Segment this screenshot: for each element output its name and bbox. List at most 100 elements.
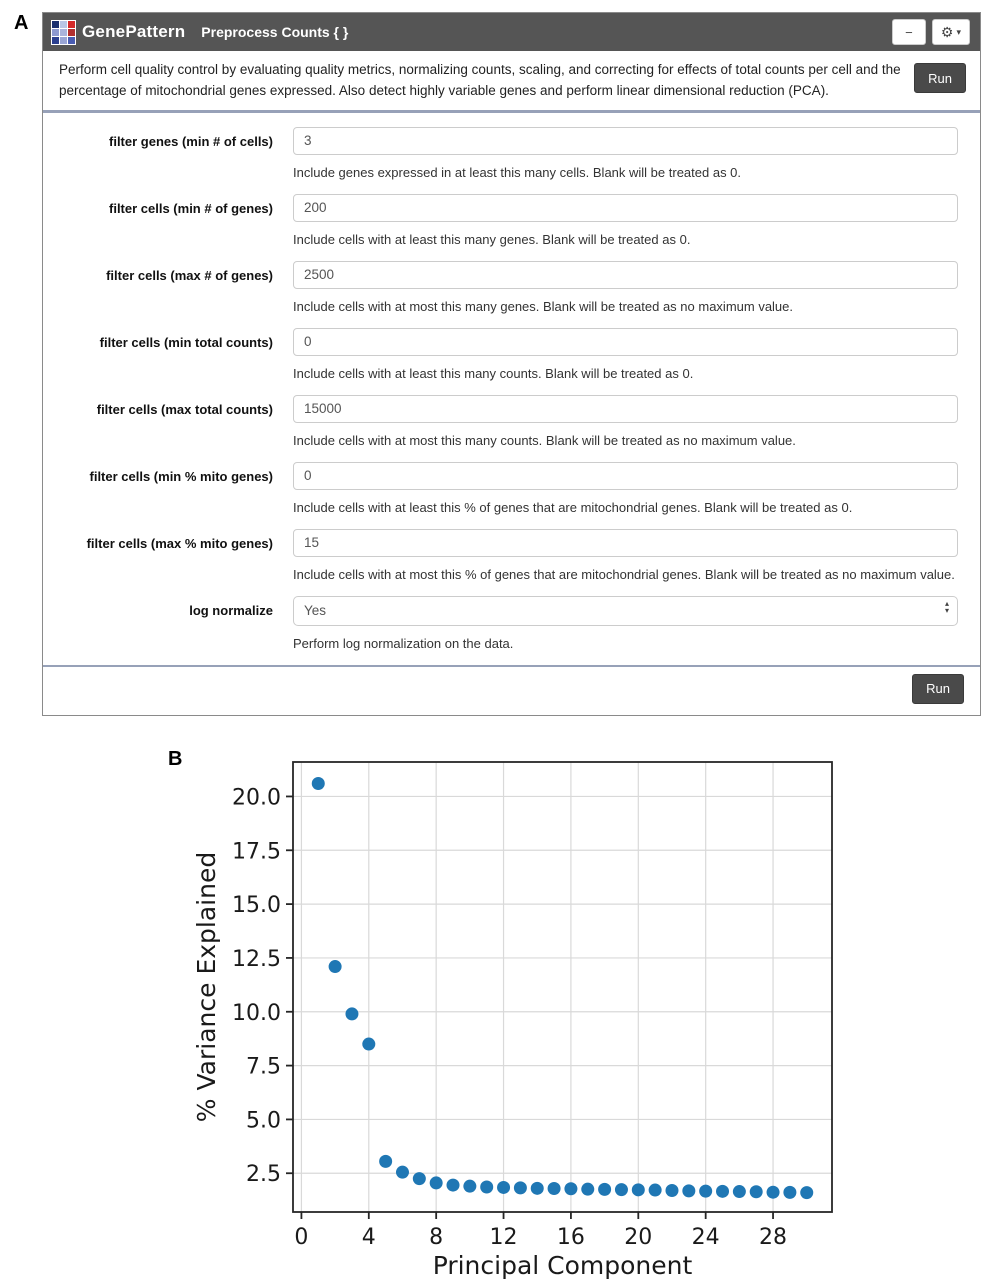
y-tick-label: 20.0 — [232, 785, 281, 810]
filter-cells-max-total-counts-label: filter cells (max total counts) — [96, 401, 273, 417]
filter-cells-max-genes-help-text: Include cells with at most this many gen… — [293, 298, 794, 314]
form-row: filter cells (max # of genes) Include cel… — [43, 260, 980, 314]
x-tick-label: 12 — [490, 1225, 518, 1250]
x-tick-label: 0 — [294, 1225, 308, 1250]
pca-variance-chart: 0 4 8 12 16 20 24 28 2.5 5.0 7.5 10.0 12.5 15.0 17.5 20… — [192, 761, 833, 1280]
form-row: filter cells (max % mito genes) Include c… — [43, 528, 980, 582]
filter-cells-max-pct-mito-genes-help-text: Include cells with at most this % of gen… — [293, 566, 955, 582]
y-tick-label: 7.5 — [246, 1055, 281, 1080]
data-point — [716, 1184, 730, 1198]
filter-cells-min-total-counts-label: filter cells (min total counts) — [99, 334, 273, 350]
run-button-bottom[interactable]: Run — [912, 673, 964, 704]
form-row: filter cells (max total counts) Include c… — [43, 394, 980, 448]
brand-name: GenePattern — [82, 22, 186, 41]
data-point — [345, 1007, 359, 1021]
minimize-button[interactable]: − — [891, 19, 926, 45]
data-point — [379, 1154, 393, 1168]
module-footer: Run — [43, 667, 980, 711]
filter-cells-max-pct-mito-genes-input[interactable] — [293, 528, 958, 557]
form-row: log normalize Yes ▴ ▾ Perform log normalizat… — [43, 595, 980, 651]
filter-cells-min-genes-help-text: Include cells with at least this many ge… — [293, 231, 691, 247]
data-point — [497, 1180, 511, 1194]
run-button-top[interactable]: Run — [914, 63, 966, 93]
data-point — [547, 1182, 561, 1196]
log-normalize-select[interactable]: Yes ▴ ▾ — [293, 595, 958, 626]
log-normalize-label: log normalize — [189, 602, 273, 618]
y-tick-label: 15.0 — [232, 893, 281, 918]
filter-cells-max-genes-input[interactable] — [293, 260, 958, 289]
form-row: filter cells (min # of genes) Include cel… — [43, 193, 980, 247]
y-tick-label: 17.5 — [232, 839, 281, 864]
header-buttons: − ⚙ ▾ — [891, 19, 970, 45]
data-point — [446, 1178, 460, 1192]
form-row: filter cells (min total counts) Include c… — [43, 327, 980, 381]
data-point — [749, 1185, 763, 1199]
data-point — [311, 777, 325, 791]
data-point — [699, 1184, 713, 1198]
logo-square — [60, 20, 67, 28]
data-point — [598, 1182, 612, 1196]
gear-icon: ⚙ — [940, 24, 954, 40]
x-tick-label: 8 — [429, 1225, 443, 1250]
data-point — [682, 1184, 696, 1198]
minus-icon: − — [905, 24, 913, 40]
filter-genes-min-cells-input[interactable] — [293, 126, 958, 155]
log-normalize-selected-value: Yes — [304, 603, 327, 619]
gear-menu-button[interactable]: ⚙ ▾ — [931, 19, 970, 45]
data-point — [631, 1183, 645, 1197]
data-point — [766, 1185, 780, 1199]
data-point — [800, 1186, 814, 1200]
filter-cells-min-genes-input[interactable] — [293, 193, 958, 222]
log-normalize-help-text: Perform log normalization on the data. — [293, 635, 514, 651]
filter-cells-min-total-counts-help-text: Include cells with at least this many co… — [293, 365, 694, 381]
data-point — [362, 1037, 376, 1051]
module-header: GenePattern Preprocess Counts { } − ⚙ ▾ — [43, 13, 980, 51]
x-tick-label: 24 — [692, 1225, 720, 1250]
filter-cells-max-pct-mito-genes-label: filter cells (max % mito genes) — [86, 535, 273, 551]
filter-cells-max-genes-label: filter cells (max # of genes) — [106, 267, 273, 283]
data-point — [328, 960, 342, 974]
genepattern-logo-icon — [51, 19, 76, 45]
x-tick-label: 4 — [362, 1225, 376, 1250]
module-title: Preprocess Counts { } — [201, 24, 349, 40]
logo-square — [68, 20, 75, 28]
data-point — [614, 1183, 628, 1197]
panel-b-label: B — [168, 748, 183, 770]
form-row: filter cells (min % mito genes) Include c… — [43, 461, 980, 515]
data-point — [581, 1182, 595, 1196]
logo-square — [52, 28, 59, 36]
data-point — [395, 1165, 409, 1179]
filter-cells-max-total-counts-help-text: Include cells with at most this many cou… — [293, 432, 796, 448]
y-tick-label: 2.5 — [246, 1162, 281, 1187]
filter-cells-min-pct-mito-genes-label: filter cells (min % mito genes) — [89, 468, 274, 484]
data-point — [530, 1181, 544, 1195]
data-point — [463, 1179, 477, 1193]
data-point — [648, 1183, 662, 1197]
filter-cells-min-pct-mito-genes-help-text: Include cells with at least this % of ge… — [293, 499, 853, 515]
data-point — [480, 1180, 494, 1194]
genepattern-module-panel: GenePattern Preprocess Counts { } − ⚙ ▾ … — [42, 12, 981, 716]
filter-cells-min-total-counts-input[interactable] — [293, 327, 958, 356]
logo-square — [60, 28, 67, 36]
plot-border — [292, 761, 833, 1213]
data-point — [412, 1172, 426, 1186]
select-spinner-icon: ▴ ▾ — [944, 598, 949, 615]
data-point — [732, 1185, 746, 1199]
filter-cells-max-total-counts-input[interactable] — [293, 394, 958, 423]
form-row: filter genes (min # of cells) Include gen… — [43, 126, 980, 180]
parameters-form: filter genes (min # of cells) Include gen… — [43, 113, 980, 651]
logo-square — [52, 36, 59, 44]
logo-square — [68, 36, 75, 44]
filter-cells-min-pct-mito-genes-input[interactable] — [293, 461, 958, 490]
filter-cells-min-genes-label: filter cells (min # of genes) — [109, 200, 273, 216]
caret-down-icon: ▾ — [956, 26, 961, 37]
logo-square — [52, 20, 59, 28]
data-point — [513, 1181, 527, 1195]
panel-a-label: A — [14, 12, 29, 34]
section-divider — [43, 109, 980, 113]
filter-genes-min-cells-help-text: Include genes expressed in at least this… — [293, 164, 742, 180]
x-axis-title: Principal Component — [433, 1251, 693, 1280]
plot-area — [293, 762, 832, 1212]
x-tick-label: 28 — [759, 1225, 787, 1250]
data-point — [783, 1185, 797, 1199]
